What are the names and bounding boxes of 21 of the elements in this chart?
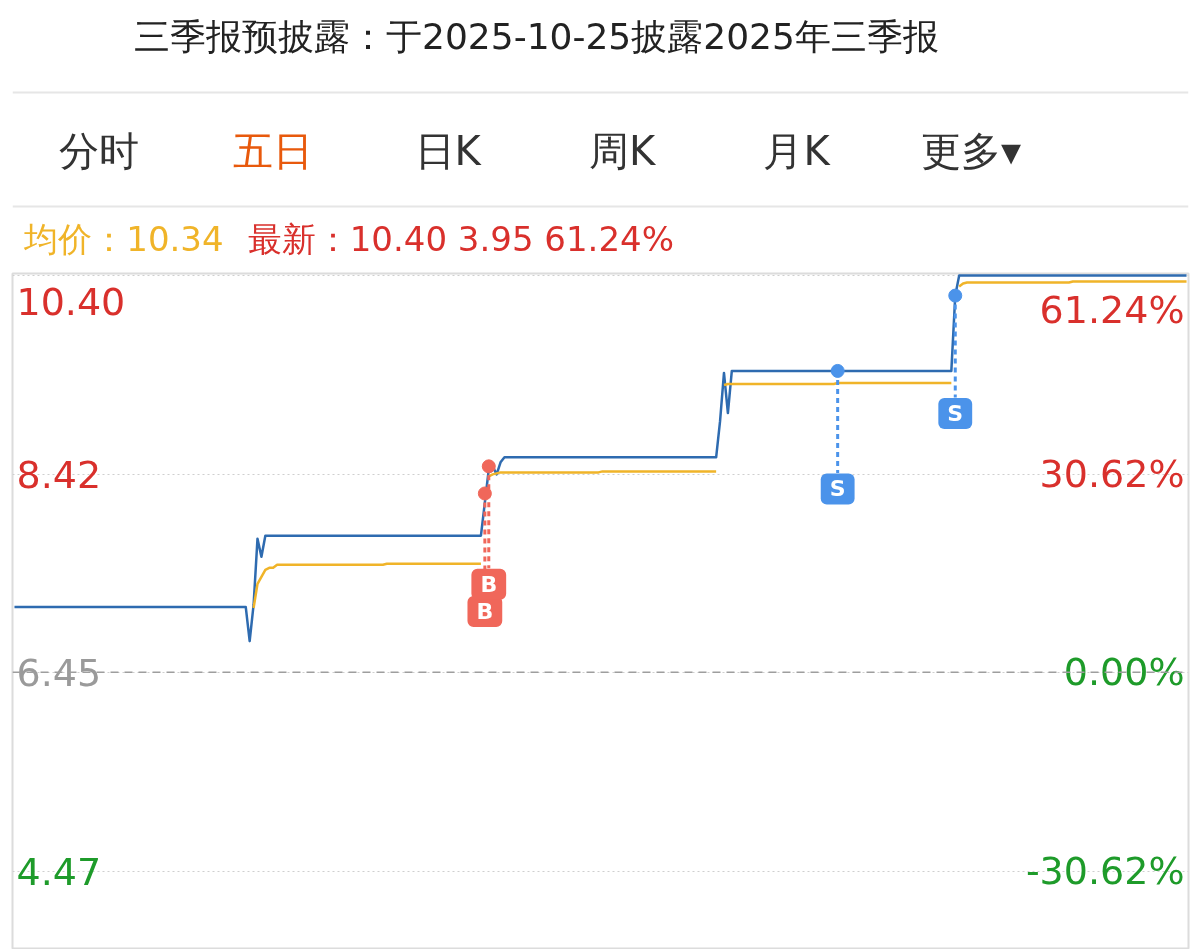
y-tick-label: 8.42 [16,452,102,497]
text: 更多▾ [920,127,1021,174]
text: 均价：10.34 [23,218,224,259]
text: S [829,476,846,502]
y-tick-label: 10.40 [16,279,126,324]
y2-tick-label: 30.62% [1039,451,1185,496]
legend-label: B [476,598,494,624]
text: 五日 [233,127,314,174]
text: B [480,571,498,597]
y2-tick-label: 0.00% [1063,650,1185,695]
text: 月K [763,127,832,174]
text: 日K [414,127,483,174]
chart-title: 三季报预披露：于2025-10-25披露2025年三季报 [134,16,939,57]
text: 最新：10.40 3.95 61.24% [247,218,674,259]
text: 周K [588,127,657,174]
y-tick-label: 4.47 [16,849,102,894]
text: 分时 [58,127,139,174]
y2-tick-label: 61.24% [1039,287,1185,332]
y2-tick-label: -30.62% [1025,848,1185,893]
y-tick-label: 6.45 [16,650,102,695]
text: S [947,401,964,427]
